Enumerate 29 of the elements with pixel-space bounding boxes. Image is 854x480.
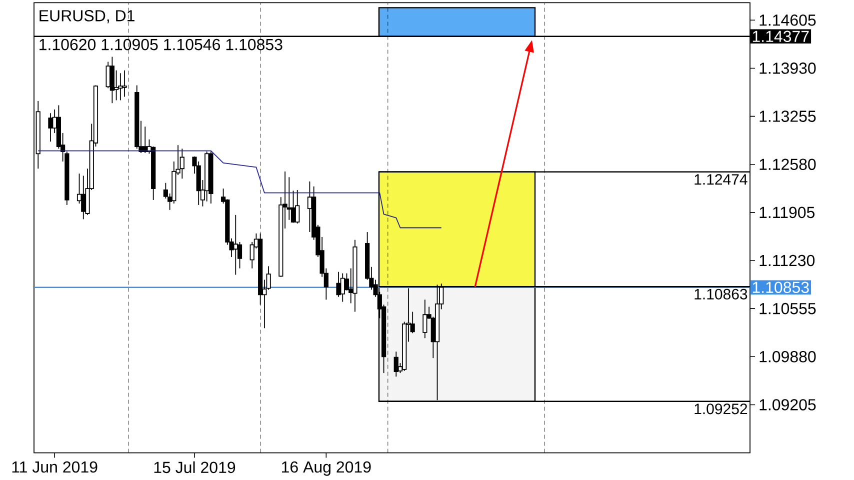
candlestick <box>422 299 428 339</box>
ref-line-label: 1.10863 <box>694 288 748 300</box>
y-tick-label: 1.12580 <box>760 158 816 170</box>
chart-title: EURUSD, D1 <box>40 10 134 24</box>
ref-line-label: 1.09252 <box>694 404 748 414</box>
candlestick <box>114 70 119 101</box>
candlestick <box>394 351 398 378</box>
line-series <box>38 150 442 228</box>
y-tick-label: 1.10555 <box>760 302 816 314</box>
x-tick-label: 16 Aug 2019 <box>282 461 371 476</box>
ref-line-label: 1.14377 <box>752 30 809 42</box>
candlestick <box>118 72 123 101</box>
y-tick-label: 1.09880 <box>760 350 816 362</box>
annotation: 1.10620 1.10905 1.10546 1.10853 <box>40 38 282 50</box>
candlestick <box>340 272 345 302</box>
y-tick-label: 1.09205 <box>760 399 816 410</box>
candlestick <box>180 148 184 180</box>
y-tick-label: 1.11905 <box>760 206 815 218</box>
x-tick-label: 15 Jul 2019 <box>154 461 236 474</box>
y-tick-label: 1.13255 <box>760 110 816 122</box>
candlestick <box>295 190 300 224</box>
ref-line-label: 1.10853 <box>752 282 809 294</box>
candlestick <box>48 112 53 142</box>
candlestick <box>233 214 238 276</box>
y-tick-label: 1.13930 <box>760 62 816 74</box>
y-tick-label: 1.11230 <box>760 254 815 266</box>
x-tick-label: 11 Jun 2019 <box>12 461 98 473</box>
ref-line-label: 1.12474 <box>694 174 748 185</box>
y-tick-label: 1.14605 <box>760 14 816 26</box>
